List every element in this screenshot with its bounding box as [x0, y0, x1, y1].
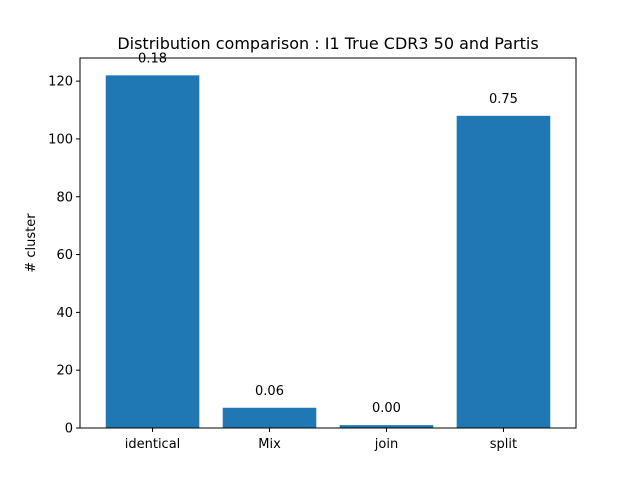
x-tick-label-identical: identical — [125, 437, 181, 452]
plot-frame — [79, 57, 577, 429]
chart-title: Distribution comparison : I1 True CDR3 5… — [117, 34, 538, 53]
y-axis: 0 20 40 60 80 100 120 — [48, 75, 80, 437]
y-tick-label-0: 0 — [65, 422, 73, 437]
data-label-identical: 0.18 — [138, 51, 167, 66]
data-label-mix: 0.06 — [255, 384, 284, 399]
data-labels-group: 0.18 0.06 0.00 0.75 — [138, 51, 518, 416]
bar-split — [456, 115, 551, 428]
data-label-join: 0.00 — [372, 401, 401, 416]
y-tick-label-80: 80 — [56, 190, 73, 205]
y-tick-label-20: 20 — [56, 364, 73, 379]
bars-group — [105, 75, 551, 428]
bar-join — [339, 425, 434, 428]
y-tick-label-60: 60 — [56, 248, 73, 263]
y-tick-label-120: 120 — [48, 75, 73, 90]
bar-identical — [105, 75, 200, 428]
x-tick-label-join: join — [374, 437, 398, 452]
y-tick-label-40: 40 — [56, 306, 73, 321]
x-tick-label-split: split — [490, 437, 517, 452]
x-axis: identical Mix join split — [125, 428, 517, 452]
x-tick-label-mix: Mix — [258, 437, 281, 452]
y-axis-label: # cluster — [24, 213, 39, 273]
data-label-split: 0.75 — [489, 92, 518, 107]
y-tick-label-100: 100 — [48, 132, 73, 147]
bar-mix — [222, 407, 317, 428]
